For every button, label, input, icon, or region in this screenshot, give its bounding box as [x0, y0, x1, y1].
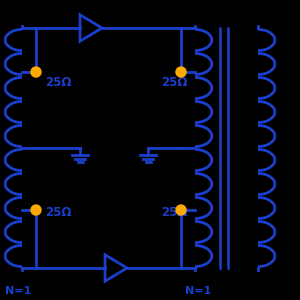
Circle shape — [176, 205, 186, 215]
Text: N=1: N=1 — [185, 286, 211, 296]
Text: 25Ω: 25Ω — [45, 206, 71, 220]
Text: N=1: N=1 — [5, 286, 31, 296]
Text: 25Ω: 25Ω — [161, 76, 188, 89]
Text: 25Ω: 25Ω — [45, 76, 71, 89]
Circle shape — [31, 67, 41, 77]
Circle shape — [31, 205, 41, 215]
Circle shape — [176, 67, 186, 77]
Text: 25Ω: 25Ω — [161, 206, 188, 220]
